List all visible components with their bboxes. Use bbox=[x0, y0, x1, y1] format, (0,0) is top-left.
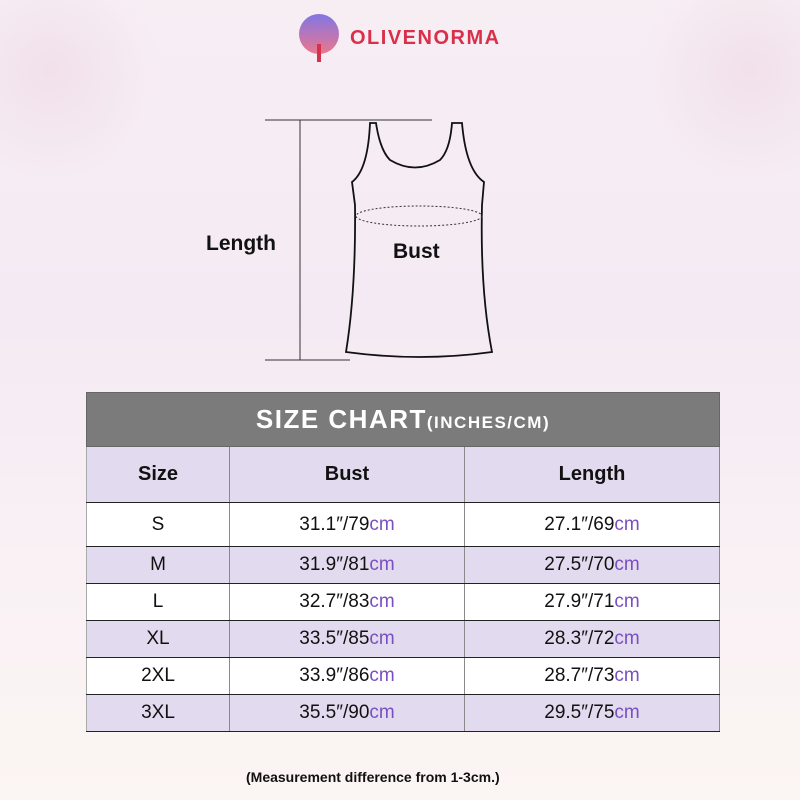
bust-label: Bust bbox=[393, 240, 440, 263]
table-row: XL 33.5″/85cm 28.3″/72cm bbox=[86, 620, 720, 658]
tank-top-diagram bbox=[265, 119, 494, 361]
bust-measure-line bbox=[355, 205, 483, 227]
table-row: L 32.7″/83cm 27.9″/71cm bbox=[86, 583, 720, 621]
size-cell: 2XL bbox=[86, 657, 230, 695]
length-cell: 27.9″/71cm bbox=[464, 583, 720, 621]
length-cell: 27.5″/70cm bbox=[464, 546, 720, 584]
length-cell: 29.5″/75cm bbox=[464, 694, 720, 732]
header-size: Size bbox=[86, 446, 230, 503]
bust-cell: 31.9″/81cm bbox=[229, 546, 465, 584]
size-cell: L bbox=[86, 583, 230, 621]
length-cell: 28.3″/72cm bbox=[464, 620, 720, 658]
bust-cell: 33.9″/86cm bbox=[229, 657, 465, 695]
bust-cell: 33.5″/85cm bbox=[229, 620, 465, 658]
table-title: SIZE CHART(INCHES/CM) bbox=[86, 392, 720, 447]
bust-cell: 32.7″/83cm bbox=[229, 583, 465, 621]
length-label: Length bbox=[206, 232, 276, 255]
brand-name: OLIVENORMA bbox=[350, 26, 501, 49]
table-row: S 31.1″/79cm 27.1″/69cm bbox=[86, 502, 720, 547]
tank-top-outline bbox=[344, 122, 494, 358]
tree-icon bbox=[299, 14, 339, 62]
length-cell: 27.1″/69cm bbox=[464, 502, 720, 547]
size-cell: M bbox=[86, 546, 230, 584]
bust-cell: 31.1″/79cm bbox=[229, 502, 465, 547]
size-cell: 3XL bbox=[86, 694, 230, 732]
bust-cell: 35.5″/90cm bbox=[229, 694, 465, 732]
size-cell: S bbox=[86, 502, 230, 547]
brand-logo: OLIVENORMA bbox=[296, 10, 501, 66]
length-cell: 28.7″/73cm bbox=[464, 657, 720, 695]
size-chart-table: SIZE CHART(INCHES/CM) Size Bust Length S… bbox=[86, 392, 720, 732]
size-cell: XL bbox=[86, 620, 230, 658]
header-length: Length bbox=[464, 446, 720, 503]
table-row: M 31.9″/81cm 27.5″/70cm bbox=[86, 546, 720, 584]
measurement-note: (Measurement difference from 1-3cm.) bbox=[246, 769, 500, 785]
table-row: 2XL 33.9″/86cm 28.7″/73cm bbox=[86, 657, 720, 695]
header-bust: Bust bbox=[229, 446, 465, 503]
table-row: 3XL 35.5″/90cm 29.5″/75cm bbox=[86, 694, 720, 732]
